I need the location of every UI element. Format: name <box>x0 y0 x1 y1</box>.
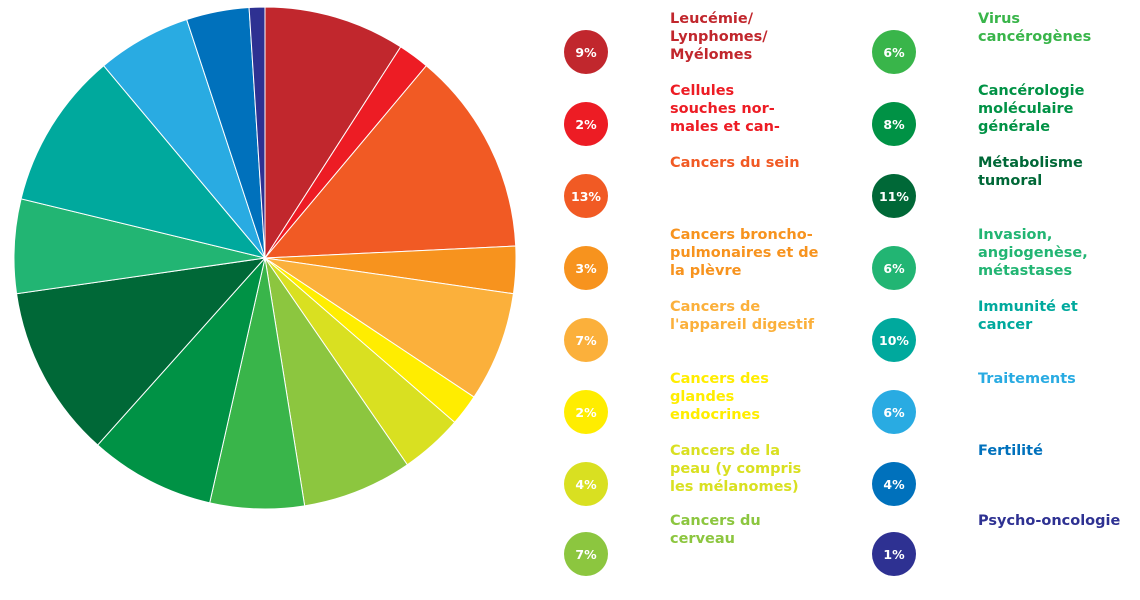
legend-label: Cancers de l'appareil digestif <box>670 299 815 333</box>
legend-label: Cancers du cerveau <box>670 513 761 547</box>
percent-badge: 13% <box>564 174 608 218</box>
pie-slice <box>15 257 267 446</box>
pie-slice <box>263 65 517 259</box>
percent-badge: 6% <box>872 246 916 290</box>
legend-item: 3% Cancers broncho- pulmonaires et de la … <box>564 227 854 306</box>
legend-item: 4% Cancers de la peau (y compris les méla… <box>564 443 854 522</box>
legend-label: Cancérologie moléculaire générale <box>978 83 1085 135</box>
legend-item: 9% Leucémie/ Lynphomes/ Myélomes <box>564 11 854 90</box>
percent-badge: 2% <box>564 102 608 146</box>
legend-item: 6% Traitements <box>872 371 1140 450</box>
percent-badge: 7% <box>564 318 608 362</box>
legend-label: Psycho-oncologie <box>978 513 1121 529</box>
legend-item: 2% Cellules souches nor- males et can- <box>564 83 854 162</box>
legend-label: Fertilité <box>978 443 1043 459</box>
percent-badge: 6% <box>872 390 916 434</box>
legend-item: 13% Cancers du sein <box>564 155 854 234</box>
legend-label: Invasion, angiogenèse, métastases <box>978 227 1088 279</box>
percent-badge: 4% <box>872 462 916 506</box>
legend-item: 2% Cancers des glandes endocrines <box>564 371 854 450</box>
legend-label: Traitements <box>978 371 1076 387</box>
percent-badge: 9% <box>564 30 608 74</box>
legend-item: 4% Fertilité <box>872 443 1140 522</box>
pie-slice <box>248 6 266 259</box>
percent-badge: 10% <box>872 318 916 362</box>
pie-slice <box>264 6 402 260</box>
pie-slice <box>20 65 267 259</box>
percent-badge: 6% <box>872 30 916 74</box>
legend-item: 11% Métabolisme tumoral <box>872 155 1140 234</box>
pie-chart <box>13 6 517 510</box>
percent-badge: 8% <box>872 102 916 146</box>
legend-item: 6% Invasion, angiogenèse, métastases <box>872 227 1140 306</box>
percent-badge: 4% <box>564 462 608 506</box>
legend-label: Cancers broncho- pulmonaires et de la pl… <box>670 227 819 279</box>
percent-badge: 11% <box>872 174 916 218</box>
legend-label: Cellules souches nor- males et can- <box>670 83 780 135</box>
legend-label: Virus cancérogènes <box>978 11 1092 45</box>
legend-label: Métabolisme tumoral <box>978 155 1083 189</box>
legend-label: Cancers des glandes endocrines <box>670 371 769 423</box>
legend-item: 8% Cancérologie moléculaire générale <box>872 83 1140 162</box>
legend-item: 1% Psycho-oncologie <box>872 513 1140 592</box>
percent-badge: 3% <box>564 246 608 290</box>
pie-slice <box>96 256 266 504</box>
percent-badge: 7% <box>564 532 608 576</box>
legend-label: Immunité et cancer <box>978 299 1078 333</box>
pie-slice <box>264 257 515 398</box>
percent-badge: 2% <box>564 390 608 434</box>
legend-label: Leucémie/ Lynphomes/ Myélomes <box>670 11 768 63</box>
legend-item: 7% Cancers du cerveau <box>564 513 854 592</box>
legend-label: Cancers du sein <box>670 155 800 171</box>
legend-item: 6% Virus cancérogènes <box>872 11 1140 90</box>
legend-item: 7% Cancers de l'appareil digestif <box>564 299 854 378</box>
pie-slice <box>264 257 409 507</box>
percent-badge: 1% <box>872 532 916 576</box>
legend-item: 10% Immunité et cancer <box>872 299 1140 378</box>
legend-label: Cancers de la peau (y compris les mélano… <box>670 443 802 495</box>
